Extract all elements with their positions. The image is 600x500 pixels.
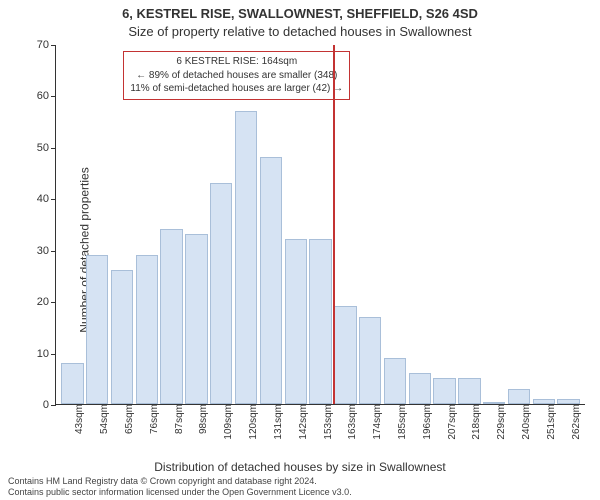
x-tick-label: 131sqm: [267, 404, 284, 440]
bar-slot: 185sqm: [383, 358, 408, 404]
bar: [433, 378, 455, 404]
attribution-line2: Contains public sector information licen…: [8, 487, 592, 498]
x-tick-label: 65sqm: [118, 404, 135, 434]
bar: [359, 317, 381, 404]
y-tick-label: 10: [21, 348, 49, 360]
callout-line1: 6 KESTREL RISE: 164sqm: [130, 55, 343, 69]
x-tick-label: 229sqm: [490, 404, 507, 440]
x-tick-label: 153sqm: [317, 404, 334, 440]
chart-title-line2: Size of property relative to detached ho…: [0, 24, 600, 39]
x-tick-label: 240sqm: [515, 404, 532, 440]
bar-slot: 131sqm: [259, 157, 284, 404]
bar-slot: 54sqm: [85, 255, 110, 404]
x-tick-label: 142sqm: [292, 404, 309, 440]
bar-slot: 76sqm: [134, 255, 159, 404]
y-tick: [51, 199, 56, 200]
bar-slot: 163sqm: [333, 306, 358, 404]
y-tick: [51, 251, 56, 252]
bar: [136, 255, 158, 404]
x-tick-label: 251sqm: [540, 404, 557, 440]
bar-slot: 109sqm: [209, 183, 234, 404]
bar-slot: 262sqm: [556, 399, 581, 404]
bar-slot: 98sqm: [184, 234, 209, 404]
callout-line2: ← 89% of detached houses are smaller (34…: [130, 69, 343, 83]
bar-slot: 207sqm: [432, 378, 457, 404]
bar-slot: 120sqm: [234, 111, 259, 404]
bar: [384, 358, 406, 404]
y-tick: [51, 405, 56, 406]
x-tick-label: 185sqm: [391, 404, 408, 440]
y-tick: [51, 96, 56, 97]
bar-slot: 174sqm: [358, 317, 383, 404]
x-axis-label: Distribution of detached houses by size …: [0, 460, 600, 474]
callout-box: 6 KESTREL RISE: 164sqm ← 89% of detached…: [123, 51, 350, 100]
y-tick-label: 20: [21, 296, 49, 308]
x-tick-label: 54sqm: [93, 404, 110, 434]
bar: [185, 234, 207, 404]
plot-area: 43sqm54sqm65sqm76sqm87sqm98sqm109sqm120s…: [55, 45, 585, 405]
y-tick-label: 40: [21, 193, 49, 205]
x-tick-label: 109sqm: [217, 404, 234, 440]
y-tick-label: 50: [21, 142, 49, 154]
bar: [210, 183, 232, 404]
x-tick-label: 174sqm: [366, 404, 383, 440]
callout-line3: 11% of semi-detached houses are larger (…: [130, 82, 343, 96]
bar: [86, 255, 108, 404]
y-tick-label: 30: [21, 245, 49, 257]
bar-slot: 142sqm: [283, 239, 308, 404]
chart-container: 6, KESTREL RISE, SWALLOWNEST, SHEFFIELD,…: [0, 0, 600, 500]
x-tick-label: 163sqm: [341, 404, 358, 440]
y-tick-label: 70: [21, 39, 49, 51]
y-tick-label: 60: [21, 90, 49, 102]
x-tick-label: 98sqm: [192, 404, 209, 434]
y-tick: [51, 354, 56, 355]
attribution-line1: Contains HM Land Registry data © Crown c…: [8, 476, 592, 487]
x-tick-label: 218sqm: [465, 404, 482, 440]
bar: [309, 239, 331, 404]
bar: [260, 157, 282, 404]
bar-slot: 218sqm: [457, 378, 482, 404]
y-tick: [51, 302, 56, 303]
x-tick-label: 76sqm: [143, 404, 160, 434]
bar-slot: 87sqm: [159, 229, 184, 404]
x-tick-label: 207sqm: [441, 404, 458, 440]
bar: [61, 363, 83, 404]
bar: [334, 306, 356, 404]
x-tick-label: 262sqm: [565, 404, 582, 440]
y-tick: [51, 148, 56, 149]
bar: [235, 111, 257, 404]
bar-slot: 240sqm: [507, 389, 532, 404]
x-tick-label: 87sqm: [168, 404, 185, 434]
bar-slot: 43sqm: [60, 363, 85, 404]
bar: [458, 378, 480, 404]
bar-slot: 251sqm: [531, 399, 556, 404]
y-tick: [51, 45, 56, 46]
bar-slot: 65sqm: [110, 270, 135, 404]
bar-slot: 153sqm: [308, 239, 333, 404]
y-tick-label: 0: [21, 399, 49, 411]
bar: [285, 239, 307, 404]
marker-line: [333, 45, 335, 404]
bar: [409, 373, 431, 404]
x-tick-label: 196sqm: [416, 404, 433, 440]
x-tick-label: 43sqm: [68, 404, 85, 434]
chart-title-line1: 6, KESTREL RISE, SWALLOWNEST, SHEFFIELD,…: [0, 6, 600, 21]
bar: [508, 389, 530, 404]
x-tick-label: 120sqm: [242, 404, 259, 440]
bar: [160, 229, 182, 404]
bar-slot: 196sqm: [407, 373, 432, 404]
bar: [111, 270, 133, 404]
bar-slot: 229sqm: [482, 402, 507, 404]
attribution: Contains HM Land Registry data © Crown c…: [8, 476, 592, 499]
